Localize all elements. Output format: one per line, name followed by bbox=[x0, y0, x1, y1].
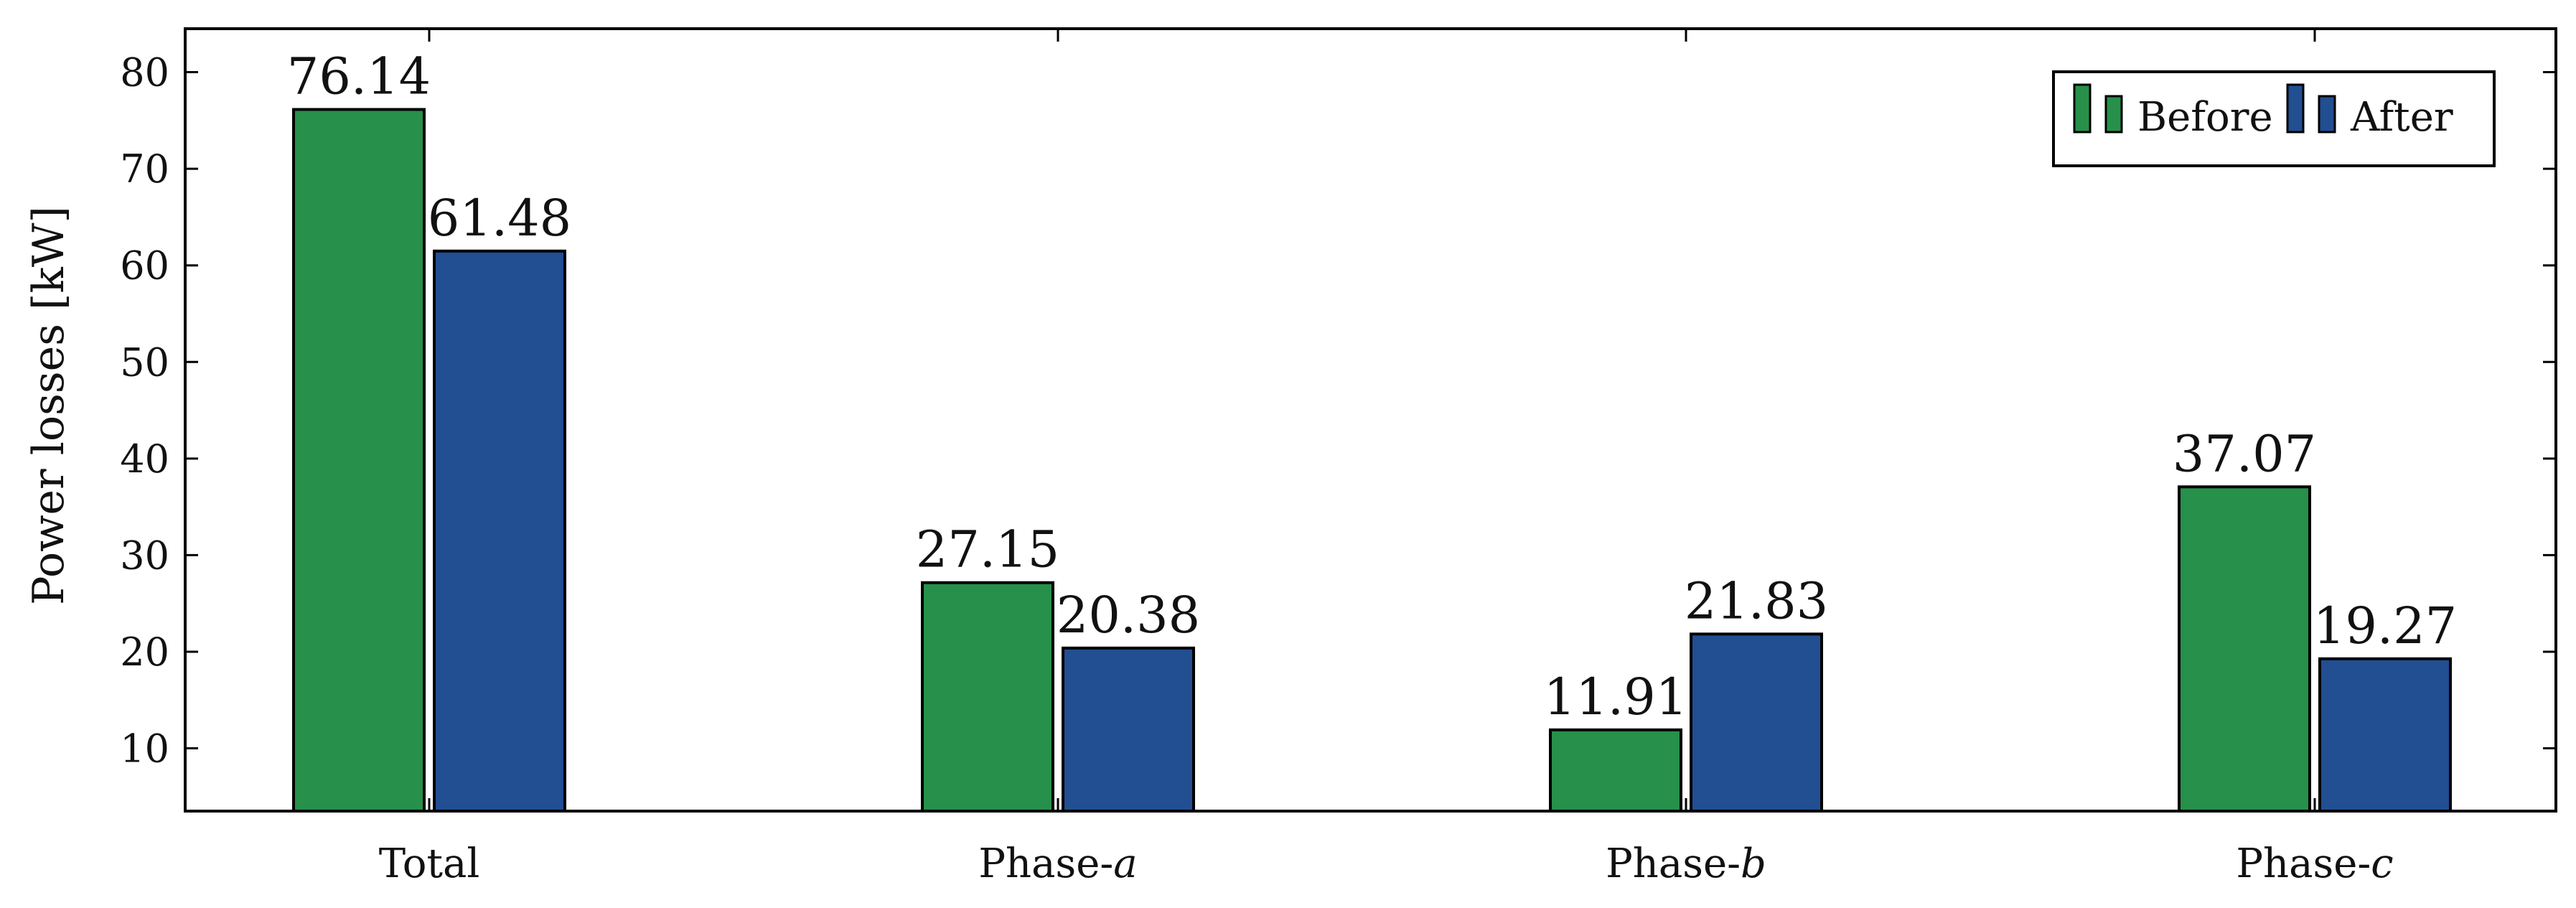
data-label: 76.14 bbox=[287, 47, 431, 106]
data-label: 61.48 bbox=[428, 189, 571, 248]
data-label: 27.15 bbox=[916, 520, 1059, 579]
data-label: 37.07 bbox=[2173, 424, 2316, 483]
x-tick-label: Phase-c bbox=[2236, 841, 2393, 887]
bar-before bbox=[292, 108, 426, 813]
x-tick-label-phase: a bbox=[1113, 841, 1137, 887]
y-tick-label: 80 bbox=[120, 50, 169, 95]
data-label: 19.27 bbox=[2313, 596, 2457, 655]
x-tick-label: Phase-a bbox=[978, 841, 1137, 887]
data-label: 21.83 bbox=[1685, 571, 1828, 630]
data-label: 20.38 bbox=[1057, 586, 1200, 645]
y-tick-label: 20 bbox=[120, 629, 169, 675]
y-tick-label: 70 bbox=[120, 146, 169, 192]
bar-after bbox=[2318, 657, 2452, 813]
plot-frame bbox=[184, 27, 2557, 813]
x-tick-label-main: Phase- bbox=[2236, 841, 2371, 887]
x-tick-label: Phase-b bbox=[1606, 841, 1766, 887]
y-axis-title: Power losses [kW] bbox=[24, 206, 74, 605]
y-tick-label: 50 bbox=[120, 340, 169, 385]
y-tick-label: 30 bbox=[120, 533, 169, 578]
bar-after bbox=[1062, 646, 1195, 813]
bar-before bbox=[2178, 485, 2311, 813]
bar-before bbox=[1549, 728, 1682, 813]
x-tick-label-main: Total bbox=[379, 841, 480, 887]
x-tick-label-phase: b bbox=[1741, 841, 1766, 887]
bar-after bbox=[1690, 632, 1823, 813]
legend-swatch bbox=[2104, 95, 2123, 134]
x-tick-label: Total bbox=[379, 841, 480, 887]
x-tick-label-main: Phase- bbox=[978, 841, 1113, 887]
data-label: 11.91 bbox=[1544, 668, 1687, 726]
legend-swatch bbox=[2073, 83, 2092, 134]
bar-before bbox=[921, 581, 1054, 813]
y-tick-label: 60 bbox=[120, 243, 169, 289]
legend-box bbox=[2052, 70, 2496, 167]
plot-area bbox=[292, 108, 2452, 813]
y-tick-label: 40 bbox=[120, 436, 169, 482]
y-tick-label: 10 bbox=[120, 726, 169, 772]
legend-label: Before bbox=[2137, 94, 2273, 141]
x-tick-label-main: Phase- bbox=[1606, 841, 1741, 887]
legend-label: After bbox=[2350, 94, 2453, 141]
legend: Before After bbox=[2052, 70, 2496, 167]
legend-swatch bbox=[2286, 83, 2305, 134]
bar-after bbox=[433, 249, 566, 813]
x-tick-label-phase: c bbox=[2371, 841, 2393, 887]
legend-swatch bbox=[2318, 95, 2336, 134]
